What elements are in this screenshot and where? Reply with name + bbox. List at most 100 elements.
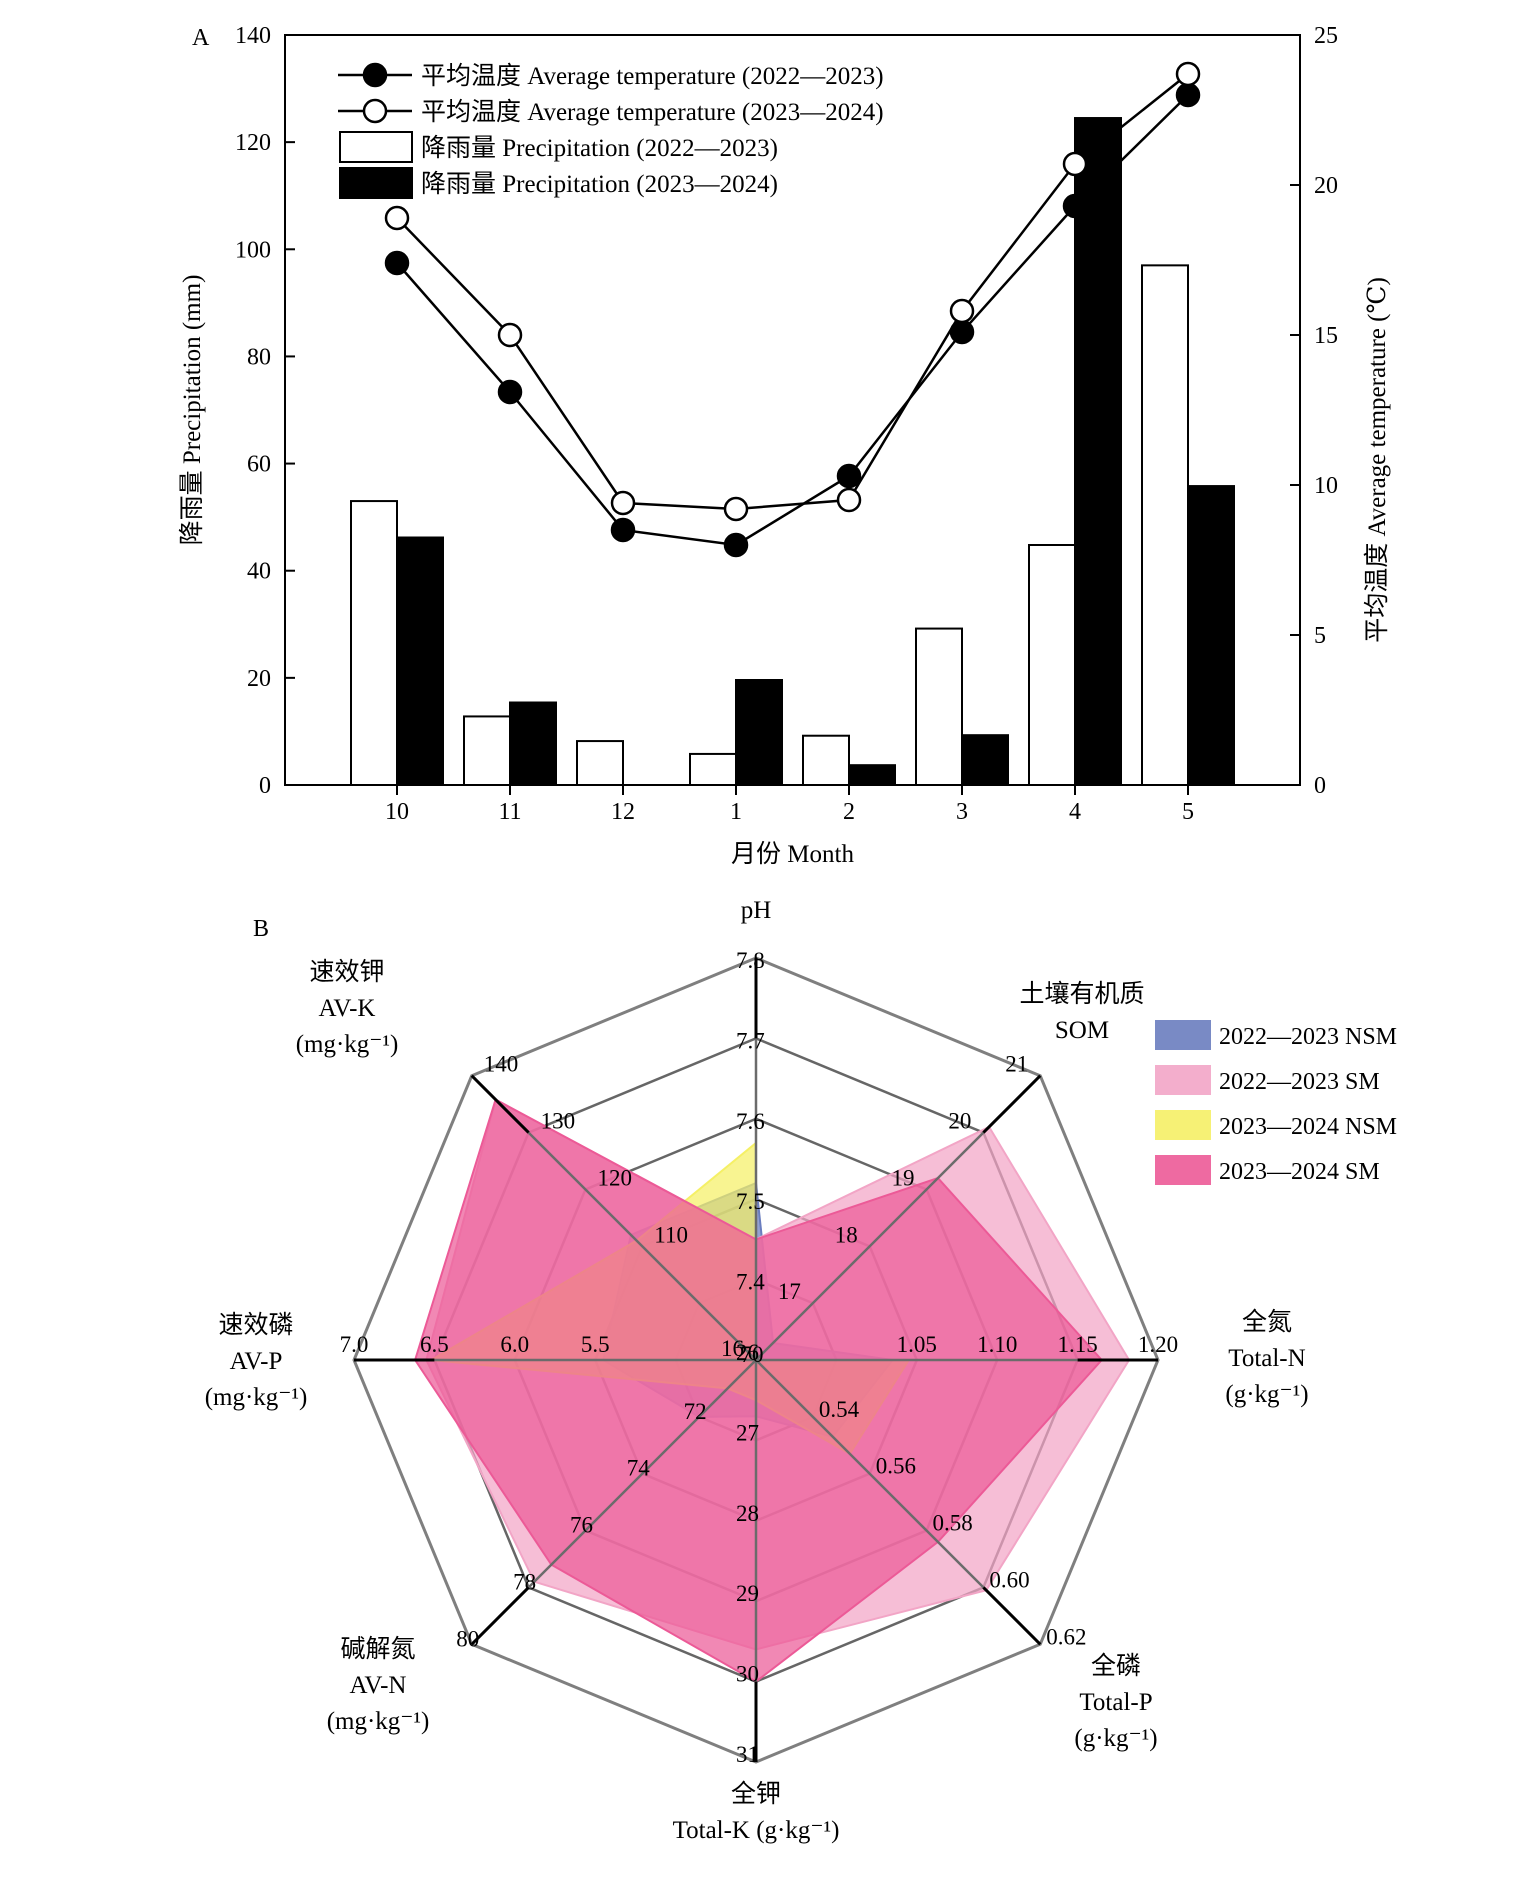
temperature-point [610,517,636,543]
legend-swatch [339,131,413,163]
radar-spoke-outer [470,1586,530,1646]
radar-tick-label: 140 [484,1052,518,1077]
radar-tick-label: 20 [948,1109,971,1134]
legend-swatch [1155,1065,1211,1095]
x-tick-label: 12 [611,799,635,825]
radar-tick-label: 110 [654,1222,688,1247]
radar-tick-label: 6.5 [420,1332,449,1357]
bar [1187,485,1235,786]
radar-tick-label: 21 [1005,1052,1028,1077]
bar [735,679,783,786]
bar [689,752,737,787]
temperature-point [723,532,749,558]
y-right-tick-label: 0 [1314,773,1326,799]
y-left-tick-label: 140 [235,23,271,49]
bar [396,536,444,786]
radar-axis-label: AV-P [230,1348,283,1375]
bar [1074,117,1122,787]
radar-tick-label: 17 [778,1279,801,1304]
radar-tick-label: 30 [736,1662,759,1687]
radar-tick-label: 16 [721,1336,744,1361]
plot-frame [284,34,1301,786]
x-tick-label: 5 [1182,799,1194,825]
radar-axis-label: SOM [1055,1017,1109,1044]
radar-spoke-outer [982,1074,1042,1134]
panel-b-letter: B [253,916,269,942]
y-right-tick-label: 5 [1314,623,1326,649]
legend-label: 平均温度 Average temperature (2022—2023) [421,62,884,90]
temperature-point [1175,82,1201,108]
temperature-point [1175,61,1201,87]
y-right-tick-label: 15 [1314,323,1338,349]
radar-tick-label: 6.0 [500,1332,529,1357]
y-left-tick-label: 60 [247,452,271,478]
radar-tick-label: 130 [541,1109,576,1134]
legend-marker [362,98,388,124]
radar-spoke [755,1359,985,1589]
radar-spoke [755,1131,985,1361]
radar-tick-label: 1.20 [1138,1332,1178,1357]
bar [1141,264,1189,787]
radar-tick-label: 7.6 [736,1109,765,1134]
temperature-point [1062,193,1088,219]
radar-tick-label: 80 [456,1626,479,1651]
radar-tick-label: 1.05 [897,1332,937,1357]
y-right-tick-label: 10 [1314,473,1338,499]
x-tick-label: 3 [956,799,968,825]
temperature-point [610,490,636,516]
radar-tick-label: 19 [892,1165,915,1190]
radar-axis-label: 全钾 [731,1780,781,1808]
legend-swatch [1155,1155,1211,1185]
radar-tick-label: 0.60 [989,1567,1029,1592]
radar-tick-label: 7.0 [340,1332,369,1357]
radar-tick-label: 0.62 [1046,1624,1086,1649]
radar-tick-label: 31 [736,1742,759,1767]
radar-tick-label: 0.54 [819,1397,860,1422]
radar-tick-label: 7.7 [736,1028,765,1053]
radar-axis-label: 速效磷 [218,1311,293,1339]
temperature-point [836,463,862,489]
radar-tick-label: 28 [736,1501,759,1526]
legend-label: 降雨量 Precipitation (2022—2023) [421,134,778,162]
bar [915,627,963,786]
radar-tick-label: 7.4 [736,1270,765,1295]
legend-marker [362,62,388,88]
bar [350,500,398,786]
radar-axis-label: (g·kg⁻¹) [1074,1725,1157,1752]
temperature-point [1062,151,1088,177]
y-left-axis-label: 降雨量 Precipitation (mm) [178,275,206,546]
radar-spoke [527,1359,757,1589]
legend-label: 降雨量 Precipitation (2023—2024) [421,170,778,198]
temperature-line [396,94,1189,547]
y-left-tick-label: 100 [235,237,271,263]
x-tick-label: 11 [498,799,521,825]
radar-tick-label: 70 [741,1342,764,1367]
bar [1028,544,1076,786]
radar-tick-label: 1.15 [1057,1332,1097,1357]
x-tick-label: 1 [730,799,742,825]
y-left-tick-label: 80 [247,344,271,370]
y-left-tick-label: 0 [259,773,271,799]
panel-a-letter: A [192,25,210,51]
x-tick-label: 10 [385,799,409,825]
y-right-axis-label: 平均温度 Average temperature (℃) [1363,277,1391,643]
y-right-tick-label: 25 [1314,23,1338,49]
radar-tick-label: 7.8 [736,948,765,973]
radar-spoke [527,1131,757,1361]
radar-axis-label: 速效钾 [309,958,384,986]
radar-axis-label: 全氮 [1242,1308,1292,1336]
radar-tick-label: 27 [736,1420,759,1445]
legend-label: 2022—2023 NSM [1219,1024,1397,1050]
radar-axis-label: AV-K [319,995,376,1022]
legend-swatch [1155,1110,1211,1140]
radar-tick-label: 26 [736,1340,759,1365]
radar-axis-label: 碱解氮 [340,1635,415,1663]
radar-tick-label: 1.10 [977,1332,1017,1357]
temperature-point [384,250,410,276]
legend-label: 2022—2023 SM [1219,1069,1380,1095]
radar-axis-label: AV-N [350,1672,407,1699]
temperature-point [497,322,523,348]
y-left-tick-label: 40 [247,559,271,585]
y-right-tick-label: 20 [1314,173,1338,199]
